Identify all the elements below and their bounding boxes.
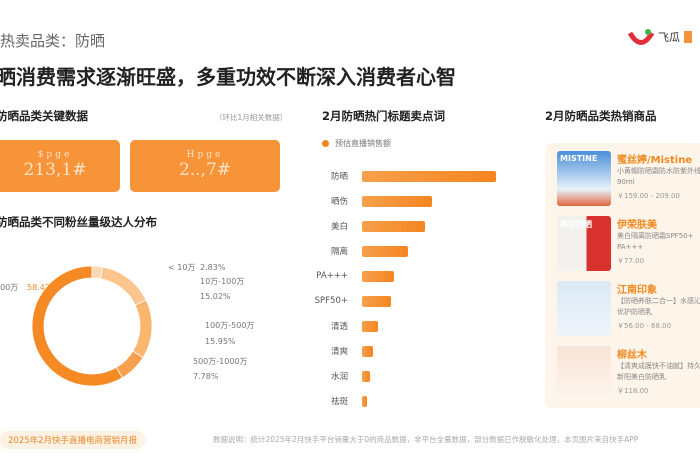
product-item[interactable]: 美白防晒 伊荣肤美 美白隔离防晒霜SPF50+ PA+++ ￥77.00 <box>557 216 700 276</box>
card-label: Hpge <box>186 150 224 160</box>
report-name: 2025年2月快手直播电商营销月报 <box>0 431 146 449</box>
bar-label: 祛斑 <box>330 397 348 407</box>
bar-row: 美白 <box>300 220 425 232</box>
bar-label: 清爽 <box>330 347 348 357</box>
bar <box>362 170 496 182</box>
key-card-2: Hpge 2..,7# <box>130 140 280 192</box>
key-card-1: $pge 213,1# <box>0 140 120 192</box>
fan-dist-title: 防晒品类不同粉丝量级达人分布 <box>0 215 157 229</box>
bar-row: 水润 <box>300 370 371 382</box>
bar-label: 晒伤 <box>330 197 348 207</box>
slice-value: 15.95% <box>205 337 236 346</box>
product-desc: 小黄帽防晒霜防水防紫外线90ml <box>617 167 700 186</box>
bar-row: 祛斑 <box>300 395 368 407</box>
donut-slice <box>132 299 153 359</box>
bar <box>362 220 425 232</box>
bar-row: 清爽 <box>300 345 373 357</box>
bar-label: PA+++ <box>316 271 348 281</box>
bar <box>362 345 373 357</box>
donut-chart: < 10万 2.83% 10万-100万 15.02% 100万-500万 15.95% 5… <box>0 263 254 387</box>
key-data-note: （环比1月相关数据） <box>215 113 288 122</box>
slice-label: 100万-500万 <box>205 321 254 330</box>
bar-label: SPF50+ <box>314 296 348 306</box>
slice-value: 15.02% <box>200 292 231 301</box>
product-thumbnail: MISTINE <box>557 151 611 206</box>
donut-slice <box>100 266 147 306</box>
legend-label: 预估直播销售额 <box>335 139 391 148</box>
card-value: 2..,7# <box>178 160 232 180</box>
product-price: ￥56.00 - 68.00 <box>617 322 672 330</box>
slice-value: 7.78% <box>193 372 219 381</box>
keywords-title: 2月防晒热门标题卖点词 <box>322 109 446 123</box>
bar <box>362 270 395 282</box>
product-thumbnail: 美白防晒 <box>557 216 611 271</box>
hot-products-panel: MISTINE 蜜丝婷/Mistine 小黄帽防晒霜防水防紫外线90ml ￥15… <box>545 143 700 408</box>
slice-value: 2.83% <box>200 263 226 272</box>
product-desc: 【清爽成膜快不油腻】持久力新阳美白防晒乳 <box>617 362 700 381</box>
key-data-title: 防晒品类关键数据 <box>0 109 88 123</box>
product-item[interactable]: 柳丝木 【清爽成膜快不油腻】持久力新阳美白防晒乳 ￥118.00 <box>557 346 700 406</box>
logo: 飞瓜 <box>628 28 692 46</box>
product-item[interactable]: 江南印象 【防晒养肤二合一】水感沁语优护防晒乳 ￥56.00 - 68.00 <box>557 281 700 341</box>
logo-text: 飞瓜 <box>658 31 680 44</box>
bar <box>362 195 432 207</box>
slice-label: 10万-100万 <box>200 277 244 286</box>
bar <box>362 395 368 407</box>
bar-row: PA+++ <box>300 270 395 282</box>
bar-label: 隔离 <box>330 247 348 257</box>
bar-row: 晒伤 <box>300 195 432 207</box>
bar <box>362 295 392 307</box>
product-price: ￥77.00 <box>617 257 645 265</box>
product-desc: 美白隔离防晒霜SPF50+ PA+++ <box>617 232 694 251</box>
product-name: 伊荣肤美 <box>617 220 657 231</box>
bar <box>362 245 408 257</box>
product-thumbnail <box>557 281 611 336</box>
donut-slice <box>31 265 123 387</box>
bar-row: SPF50+ <box>300 295 392 307</box>
data-note: 数据说明：统计2025年2月快手平台销量大于0的商品数据，非平台全量数据，部分数… <box>213 435 639 444</box>
product-desc: 【防晒养肤二合一】水感沁语优护防晒乳 <box>617 297 700 316</box>
bar-label: 清透 <box>330 322 348 332</box>
card-label: $pge <box>37 150 73 160</box>
product-price: ￥118.00 <box>617 387 649 395</box>
slice-label: < 10万 <box>168 263 195 272</box>
product-name: 蜜丝婷/Mistine <box>617 155 693 166</box>
bar <box>362 370 371 382</box>
bar-label: 水润 <box>330 372 348 382</box>
bar <box>362 320 379 332</box>
product-price: ￥159.00 - 209.00 <box>617 192 680 200</box>
product-item[interactable]: MISTINE 蜜丝婷/Mistine 小黄帽防晒霜防水防紫外线90ml ￥15… <box>557 151 700 211</box>
legend-dot-icon <box>322 140 329 147</box>
logo-icon <box>628 29 654 45</box>
bar-row: 清透 <box>300 320 379 332</box>
bar-row: 防晒 <box>300 170 496 182</box>
slice-label: 000万 <box>0 283 18 292</box>
legend: 预估直播销售额 <box>322 138 391 149</box>
bar-label: 美白 <box>330 222 348 232</box>
slice-label: 500万-1000万 <box>193 357 248 366</box>
slice-value: 58.42% <box>27 283 58 292</box>
product-name: 江南印象 <box>617 285 657 296</box>
page-title: 晒消费需求逐渐旺盛，多重功效不断深入消费者心智 <box>0 65 456 89</box>
card-value: 213,1# <box>23 160 87 180</box>
page-subtitle: 热卖品类：防晒 <box>0 32 106 50</box>
bar-row: 隔离 <box>300 245 408 257</box>
product-name: 柳丝木 <box>617 350 647 361</box>
hot-products-title: 2月防晒品类热销商品 <box>545 109 657 123</box>
product-thumbnail <box>557 346 611 401</box>
bar-label: 防晒 <box>330 172 348 182</box>
